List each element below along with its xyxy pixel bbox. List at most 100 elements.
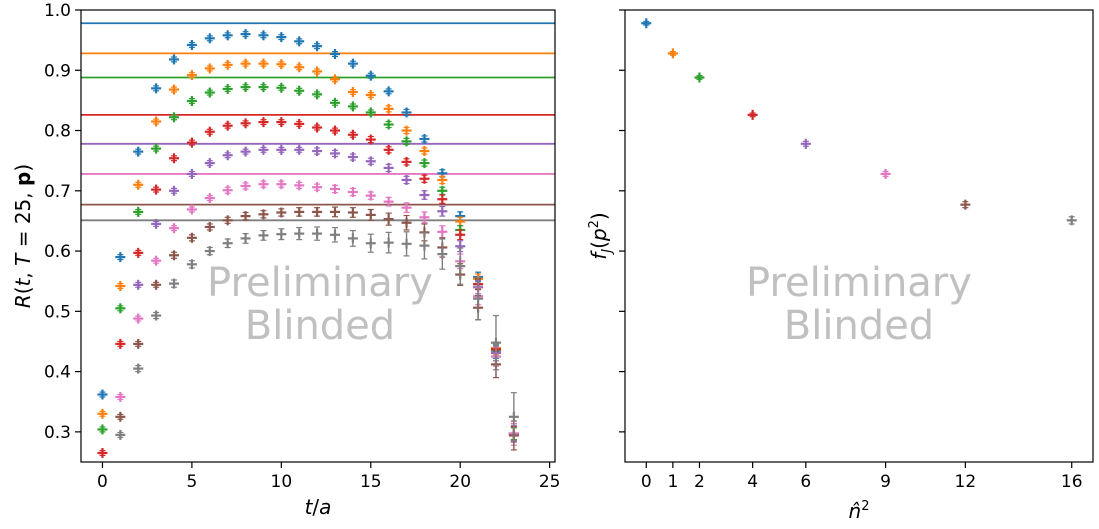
series-1-point [329, 74, 340, 85]
left-data-points [97, 29, 519, 458]
series-6-point [204, 221, 215, 232]
series-2-point [151, 143, 162, 154]
left-plot-frame [80, 9, 556, 463]
series-2-point [365, 107, 376, 118]
series-3-point [222, 120, 233, 131]
right-y-axis-label: fJ(p2) [587, 212, 615, 260]
series-7-point [276, 228, 287, 241]
series-5-point [437, 225, 448, 239]
series-2-point [329, 97, 340, 108]
series-5-point [258, 179, 269, 190]
series-6-point [151, 279, 162, 290]
form-factor-point [694, 72, 705, 83]
series-1-point [365, 89, 376, 100]
series-5-point [383, 196, 394, 207]
series-3-point [437, 194, 448, 205]
series-6-point [365, 208, 376, 221]
series-2-point [204, 87, 215, 98]
series-7-point [365, 233, 376, 253]
series-2-point [186, 96, 197, 107]
series-5-point [312, 182, 323, 193]
series-4-point [169, 185, 180, 196]
left-x-tick-label: 10 [271, 472, 293, 492]
series-2-point [97, 424, 108, 435]
series-6-point [383, 212, 394, 226]
series-6-point [186, 232, 197, 243]
series-3-point [383, 144, 394, 155]
series-6-point [258, 209, 269, 220]
series-7-point [169, 278, 180, 289]
series-2-point [240, 82, 251, 93]
series-3-point [186, 137, 197, 148]
series-3-point [151, 184, 162, 195]
series-7-point [437, 238, 448, 270]
series-1-point [204, 63, 215, 74]
series-7-point [329, 226, 340, 243]
series-7-point [508, 392, 519, 442]
series-0-point [97, 389, 108, 400]
series-7-point [473, 276, 484, 321]
left-panel: 0 5 10 15 20 25 0.3 0.4 0.5 0.6 0.7 0.8 0.9 1.0 Preli… [11, 1, 560, 519]
series-7-point [240, 232, 251, 244]
series-5-point [329, 183, 340, 194]
series-1-point [222, 59, 233, 70]
series-2-point [115, 303, 126, 314]
form-factor-point [880, 168, 891, 179]
series-3-point [401, 156, 412, 167]
series-2-point [258, 82, 269, 93]
right-x-tick-label: 12 [955, 472, 977, 492]
series-1-point [347, 86, 358, 97]
series-4-point [419, 190, 430, 201]
left-fit-lines [81, 22, 555, 222]
series-1-point [294, 62, 305, 73]
series-6-point [222, 215, 233, 226]
series-0-point [169, 54, 180, 65]
series-1-point [419, 146, 430, 157]
series-1-point [240, 58, 251, 69]
series-1-point [455, 216, 466, 227]
left-x-tick-label: 0 [97, 472, 108, 492]
series-3-point [240, 118, 251, 129]
series-7-point [401, 231, 412, 257]
left-axis-ticks: 0 5 10 15 20 25 0.3 0.4 0.5 0.6 0.7 0.8 0.9 1.0 [44, 1, 561, 492]
series-0-point [419, 133, 430, 144]
series-7-point [419, 231, 430, 260]
form-factor-point [667, 48, 678, 59]
series-2-point [276, 82, 287, 93]
left-y-tick-label: 0.3 [44, 423, 71, 443]
left-y-tick-label: 0.9 [44, 61, 71, 81]
left-y-tick-label: 0.6 [44, 242, 71, 262]
series-7-point [186, 259, 197, 270]
series-6-point [115, 411, 126, 422]
left-watermark-line2: Blinded [245, 303, 395, 349]
series-5-point [222, 185, 233, 196]
left-x-tick-label: 25 [539, 472, 561, 492]
left-y-tick-label: 0.8 [44, 122, 71, 142]
right-panel: 0 1 2 4 6 9 12 16 Preliminary Blinded n̂2 fJ(p2… [587, 9, 1094, 523]
series-4-point [437, 205, 448, 217]
right-x-tick-label: 0 [641, 472, 652, 492]
right-x-tick-label: 1 [667, 472, 678, 492]
series-3-point [115, 338, 126, 349]
series-2-point [312, 89, 323, 100]
series-1-point [133, 179, 144, 190]
series-3-point [276, 117, 287, 128]
form-factor-point [1066, 215, 1077, 226]
series-1-point [151, 116, 162, 127]
right-watermark-line2: Blinded [784, 303, 934, 349]
series-6-point [169, 250, 180, 261]
series-4-point [240, 146, 251, 157]
series-5-point [347, 187, 358, 198]
series-4-point [365, 156, 376, 167]
series-7-point [347, 229, 358, 247]
series-2-point [294, 85, 305, 96]
right-x-tick-label: 9 [880, 472, 891, 492]
series-5-point [294, 180, 305, 191]
series-3-point [258, 117, 269, 128]
series-3-point [169, 153, 180, 164]
form-factor-point [800, 138, 811, 149]
right-axis-ticks: 0 1 2 4 6 9 12 16 [619, 9, 1083, 492]
series-0-point [151, 83, 162, 94]
series-0-point [222, 30, 233, 41]
